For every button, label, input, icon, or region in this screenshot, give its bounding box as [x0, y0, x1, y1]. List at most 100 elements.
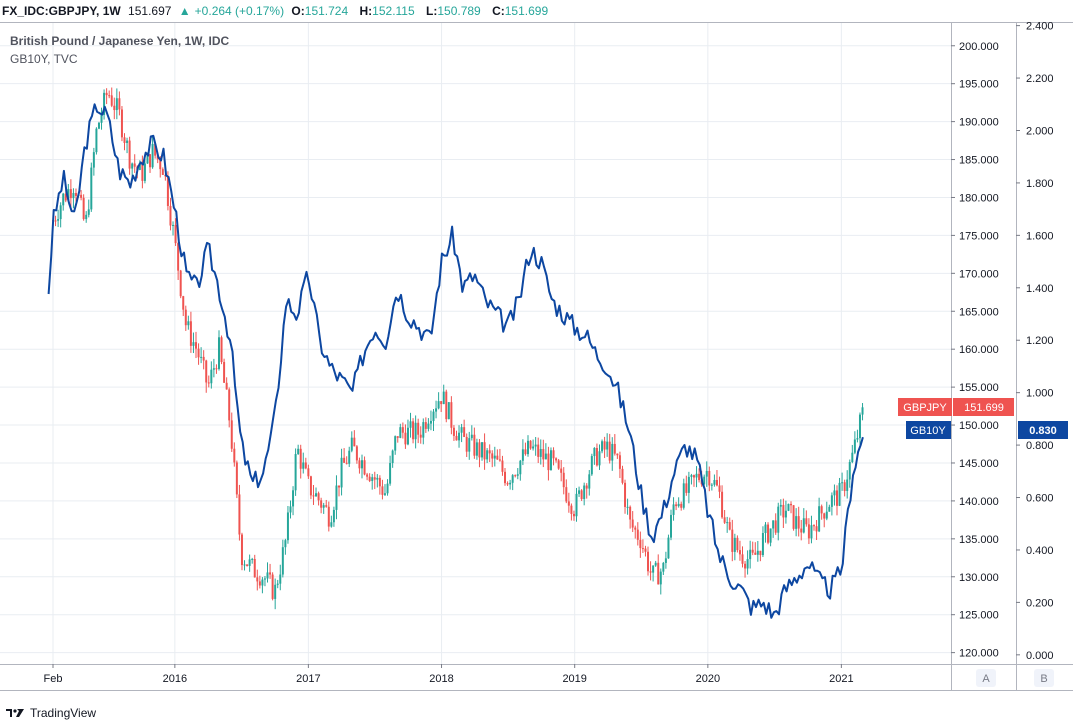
- gbpjpy-candle: [588, 470, 591, 496]
- gbpjpy-candle: [442, 384, 445, 405]
- left-tick-label: 140.000: [959, 496, 999, 508]
- gbpjpy-candle: [261, 577, 264, 594]
- right-tick-label: 0.800: [1026, 440, 1054, 452]
- gbpjpy-candle: [315, 487, 318, 497]
- gbpjpy-candle: [649, 561, 652, 581]
- gbpjpy-candle: [207, 375, 210, 388]
- ohlc-high: H:152.115: [360, 4, 419, 18]
- gbpjpy-candle: [613, 434, 616, 456]
- left-tick-label: 120.000: [959, 648, 999, 660]
- gbpjpy-candle: [149, 153, 152, 173]
- right-tick-label: 2.200: [1026, 73, 1054, 85]
- gbpjpy-candle: [355, 445, 358, 464]
- gbpjpy-candle: [675, 501, 678, 511]
- time-axis[interactable]: Feb 2016 2017 2018 2019 2020 2021: [44, 664, 854, 685]
- gbpjpy-candle: [401, 422, 404, 439]
- chart-legend-title[interactable]: British Pound / Japanese Yen, 1W, IDC: [10, 34, 230, 48]
- scale-button-b[interactable]: B: [1034, 669, 1054, 687]
- gbpjpy-candle: [731, 519, 734, 562]
- left-tick-label: 195.000: [959, 79, 999, 91]
- left-tick-label: 175.000: [959, 230, 999, 242]
- gbpjpy-candle: [560, 460, 563, 482]
- gbpjpy-candle: [764, 522, 767, 543]
- gbpjpy-candle: [302, 452, 305, 474]
- gbpjpy-candle: [120, 106, 123, 142]
- gbpjpy-candle: [299, 444, 302, 479]
- gbpjpy-candle: [458, 425, 461, 448]
- open-label: O:: [291, 4, 305, 18]
- gbpjpy-candle: [304, 457, 307, 470]
- gbpjpy-candle: [100, 107, 103, 130]
- gbpjpy-candle: [151, 134, 154, 169]
- gbpjpy-candle: [657, 554, 660, 585]
- gbpjpy-candle: [435, 400, 438, 419]
- gbpjpy-candle: [92, 147, 95, 176]
- gbpjpy-candle: [465, 433, 468, 458]
- left-price-axis[interactable]: 200.000 195.000 190.000 185.000 180.000 175.0…: [951, 41, 999, 660]
- gbpjpy-candle: [348, 446, 351, 467]
- scale-button-a[interactable]: A: [976, 669, 996, 687]
- gbpjpy-candle: [519, 459, 522, 481]
- gbpjpy-candle: [220, 335, 223, 365]
- gbpjpy-candle: [669, 509, 672, 541]
- tradingview-logo-icon[interactable]: [6, 707, 26, 719]
- gbpjpy-candle: [685, 475, 688, 496]
- gbpjpy-candle: [813, 524, 816, 531]
- gbpjpy-candle: [488, 444, 491, 463]
- gbpjpy-candle: [409, 412, 412, 438]
- gbpjpy-candle: [447, 402, 450, 420]
- gbpjpy-candle: [419, 426, 422, 444]
- gbpjpy-candle: [294, 448, 297, 496]
- gbpjpy-candle: [698, 468, 701, 483]
- gbpjpy-candle: [396, 436, 399, 443]
- gbpjpy-candle: [736, 535, 739, 553]
- gbpjpy-candle: [567, 492, 570, 513]
- gbpjpy-candle: [192, 332, 195, 354]
- last-price: 151.697: [128, 4, 172, 18]
- gbpjpy-candle: [184, 305, 187, 331]
- gbpjpy-candle: [263, 576, 266, 587]
- gbpjpy-candle: [578, 486, 581, 497]
- tradingview-brand[interactable]: TradingView: [30, 705, 97, 720]
- right-price-axis[interactable]: 2.400 2.200 2.000 1.800 1.600 1.400 1.200 1.000…: [1016, 21, 1054, 662]
- chart-legend-secondary[interactable]: GB10Y, TVC: [10, 52, 78, 66]
- left-tick-label: 150.000: [959, 420, 999, 432]
- gbpjpy-candle: [851, 444, 854, 464]
- gbpjpy-candle: [417, 418, 420, 444]
- gbpjpy-candle: [366, 472, 369, 481]
- gbpjpy-candle: [692, 474, 695, 487]
- right-tick-label: 0.600: [1026, 493, 1054, 505]
- gbpjpy-candle: [381, 479, 384, 500]
- gbpjpy-candle: [547, 446, 550, 481]
- gbpjpy-candle: [601, 439, 604, 454]
- x-tick-label: Feb: [44, 673, 63, 685]
- gbpjpy-candle: [248, 554, 251, 572]
- gbpjpy-candle: [802, 508, 805, 534]
- gbpjpy-last-value: 151.699: [964, 402, 1004, 414]
- gbpjpy-candle: [187, 315, 190, 330]
- gb10y-name-text: GB10Y: [910, 425, 946, 437]
- symbol-name[interactable]: FX_IDC:GBPJPY, 1W: [2, 4, 121, 18]
- gbpjpy-candle: [695, 466, 698, 488]
- gbpjpy-candle: [820, 504, 823, 520]
- gbpjpy-candle: [728, 517, 731, 531]
- gbpjpy-candle: [174, 218, 177, 246]
- gbpjpy-candle: [182, 295, 185, 317]
- gbpjpy-candle: [514, 474, 517, 478]
- gbpjpy-candle: [424, 417, 427, 433]
- gbpjpy-candle: [360, 454, 363, 479]
- gbpjpy-candle: [406, 419, 409, 446]
- gbpjpy-candle: [667, 534, 670, 559]
- gbpjpy-candle: [552, 447, 555, 466]
- gbpjpy-candle: [833, 484, 836, 506]
- gbpjpy-candle: [848, 459, 851, 488]
- gbpjpy-candle: [652, 565, 655, 582]
- gbpjpy-candle: [274, 578, 277, 610]
- gbpjpy-candle: [205, 359, 208, 393]
- right-tick-label: 0.400: [1026, 545, 1054, 557]
- gbpjpy-candle: [534, 437, 537, 456]
- gbpjpy-candle: [62, 192, 65, 211]
- gbpjpy-candle: [769, 528, 772, 547]
- left-tick-label: 165.000: [959, 306, 999, 318]
